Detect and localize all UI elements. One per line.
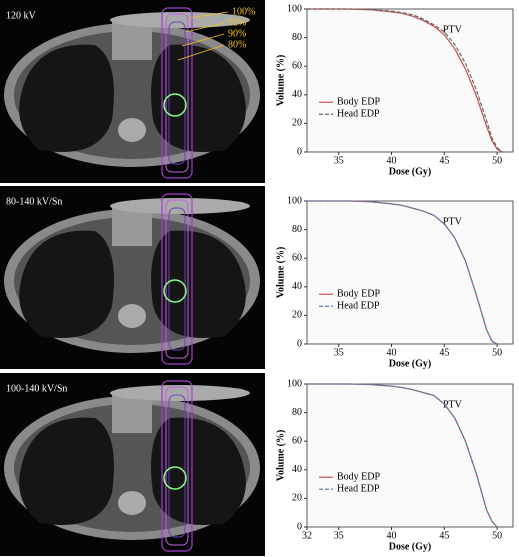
y-tick-label: 60 xyxy=(292,435,302,446)
x-axis-label: Dose (Gy) xyxy=(389,166,432,177)
y-axis-label: Volume (%) xyxy=(275,55,286,107)
isodose-label: 90% xyxy=(228,28,246,39)
legend-label: Head EDP xyxy=(337,484,380,495)
x-tick-label: 50 xyxy=(492,155,502,166)
y-tick-label: 0 xyxy=(297,338,302,349)
y-tick-label: 80 xyxy=(292,407,302,418)
y-tick-label: 20 xyxy=(292,493,302,504)
x-tick-label: 45 xyxy=(439,347,449,358)
isodose-pointer xyxy=(177,44,225,61)
ct-slice xyxy=(0,185,266,370)
image-label: 120 kV xyxy=(6,10,37,21)
y-tick-label: 40 xyxy=(292,281,302,292)
ct-image: 80-140 kV/Sn xyxy=(0,185,266,370)
y-axis-label: Volume (%) xyxy=(275,247,286,299)
annotation: PTV xyxy=(443,217,463,228)
image-label: 100-140 kV/Sn xyxy=(6,383,67,394)
legend-label: Head EDP xyxy=(337,109,380,120)
plot-area xyxy=(306,8,514,153)
series-line xyxy=(307,8,503,153)
y-tick-label: 20 xyxy=(292,118,302,129)
x-tick-label: 40 xyxy=(387,530,397,541)
x-tick-label: 35 xyxy=(334,155,344,166)
y-tick-label: 80 xyxy=(292,32,302,43)
ct-slice xyxy=(0,372,266,557)
x-tick-label: 32 xyxy=(302,530,312,541)
x-tick-label: 40 xyxy=(387,155,397,166)
y-tick-label: 60 xyxy=(292,252,302,263)
y-tick-label: 0 xyxy=(297,521,302,532)
isodose-label: 95% xyxy=(228,17,246,28)
plot-area xyxy=(306,383,514,528)
image-label: 80-140 kV/Sn xyxy=(6,196,62,207)
isodose-pointer xyxy=(181,33,225,47)
plot-area xyxy=(306,200,514,345)
annotation: PTV xyxy=(443,400,463,411)
legend-label: Head EDP xyxy=(337,301,380,312)
x-tick-label: 35 xyxy=(334,347,344,358)
annotation: PTV xyxy=(443,25,463,36)
y-tick-label: 100 xyxy=(287,378,302,389)
y-tick-label: 0 xyxy=(297,146,302,157)
y-tick-label: 60 xyxy=(292,60,302,71)
legend-label: Body EDP xyxy=(337,472,381,483)
y-tick-label: 100 xyxy=(287,3,302,14)
y-tick-label: 80 xyxy=(292,224,302,235)
ct-image: 100-140 kV/Sn xyxy=(0,372,266,557)
x-tick-label: 45 xyxy=(439,530,449,541)
y-axis-label: Volume (%) xyxy=(275,430,286,482)
y-tick-label: 40 xyxy=(292,89,302,100)
series-line xyxy=(307,383,498,528)
ct-slice xyxy=(0,0,266,184)
x-axis-label: Dose (Gy) xyxy=(389,358,432,369)
y-tick-label: 100 xyxy=(287,195,302,206)
isodose-pointer xyxy=(189,11,229,19)
x-tick-label: 50 xyxy=(492,347,502,358)
isodose-pointer xyxy=(185,22,225,33)
x-tick-label: 45 xyxy=(439,155,449,166)
isodose-label: 80% xyxy=(228,39,246,50)
isodose-label: 100% xyxy=(232,6,255,17)
x-axis-label: Dose (Gy) xyxy=(389,541,432,552)
y-tick-label: 20 xyxy=(292,310,302,321)
ct-image: 120 kV 100%95%90%80% xyxy=(0,0,266,184)
legend-label: Body EDP xyxy=(337,289,381,300)
y-tick-label: 40 xyxy=(292,464,302,475)
x-tick-label: 50 xyxy=(492,530,502,541)
series-line xyxy=(307,200,498,345)
x-tick-label: 35 xyxy=(334,530,344,541)
legend-label: Body EDP xyxy=(337,97,381,108)
x-tick-label: 40 xyxy=(387,347,397,358)
